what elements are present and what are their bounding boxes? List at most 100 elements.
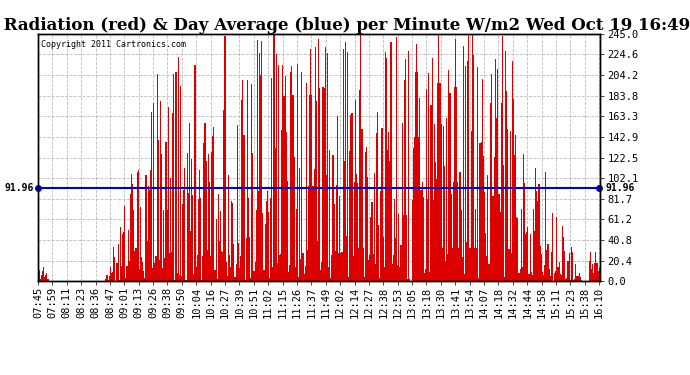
Bar <box>164 258 166 281</box>
Bar <box>175 72 177 281</box>
Bar <box>316 102 317 281</box>
Bar <box>518 273 520 281</box>
Bar <box>337 116 338 281</box>
Bar <box>424 273 425 281</box>
Bar <box>546 250 547 281</box>
Bar <box>121 266 122 281</box>
Bar <box>438 34 440 281</box>
Bar <box>411 200 413 281</box>
Bar <box>173 75 175 281</box>
Bar <box>541 254 542 281</box>
Bar <box>264 224 266 281</box>
Bar <box>429 272 431 281</box>
Bar <box>575 264 576 281</box>
Bar <box>325 47 326 281</box>
Bar <box>395 238 396 281</box>
Bar <box>160 101 161 281</box>
Bar <box>400 245 402 281</box>
Bar <box>465 66 466 281</box>
Bar <box>532 275 533 281</box>
Bar <box>182 204 184 281</box>
Bar <box>574 279 575 281</box>
Bar <box>307 250 308 281</box>
Bar <box>197 255 198 281</box>
Bar <box>189 123 190 281</box>
Bar <box>329 150 331 281</box>
Bar <box>241 100 242 281</box>
Bar <box>538 184 540 281</box>
Bar <box>284 76 286 281</box>
Bar <box>244 279 246 281</box>
Bar <box>251 84 253 281</box>
Bar <box>522 267 523 281</box>
Bar <box>141 258 142 281</box>
Bar <box>593 273 594 281</box>
Bar <box>131 174 132 281</box>
Bar <box>576 276 578 281</box>
Bar <box>41 274 42 281</box>
Bar <box>277 263 278 281</box>
Bar <box>354 182 355 281</box>
Bar <box>113 247 115 281</box>
Bar <box>217 279 218 281</box>
Bar <box>140 207 141 281</box>
Bar <box>580 277 581 281</box>
Bar <box>456 87 457 281</box>
Bar <box>291 66 293 281</box>
Bar <box>133 210 135 281</box>
Bar <box>378 225 380 281</box>
Bar <box>249 237 250 281</box>
Bar <box>110 267 111 281</box>
Bar <box>126 266 128 281</box>
Bar <box>324 87 325 281</box>
Bar <box>322 87 324 281</box>
Bar <box>385 52 386 281</box>
Bar <box>547 243 549 281</box>
Bar <box>598 271 599 281</box>
Bar <box>445 261 446 281</box>
Bar <box>511 253 512 281</box>
Bar <box>504 277 505 281</box>
Bar <box>306 84 307 281</box>
Bar <box>531 272 532 281</box>
Bar <box>297 64 298 281</box>
Bar <box>521 209 522 281</box>
Bar <box>238 243 239 281</box>
Bar <box>198 200 199 281</box>
Bar <box>491 74 492 281</box>
Bar <box>592 264 593 281</box>
Bar <box>543 275 544 281</box>
Bar <box>208 154 209 281</box>
Bar <box>326 176 327 281</box>
Bar <box>476 248 477 281</box>
Bar <box>129 261 130 281</box>
Bar <box>157 140 159 281</box>
Bar <box>331 255 333 281</box>
Bar <box>377 112 378 281</box>
Bar <box>496 118 497 281</box>
Bar <box>207 250 208 281</box>
Bar <box>464 273 465 281</box>
Bar <box>434 124 435 281</box>
Bar <box>483 156 484 281</box>
Bar <box>364 278 365 281</box>
Bar <box>512 61 513 281</box>
Bar <box>451 194 452 281</box>
Bar <box>345 42 346 281</box>
Bar <box>213 127 215 281</box>
Bar <box>123 232 124 281</box>
Bar <box>308 186 309 281</box>
Bar <box>215 219 217 281</box>
Bar <box>382 237 384 281</box>
Bar <box>556 217 558 281</box>
Bar <box>132 184 133 281</box>
Bar <box>405 59 406 281</box>
Bar <box>423 197 424 281</box>
Bar <box>396 37 397 281</box>
Bar <box>398 214 400 281</box>
Bar <box>279 255 280 281</box>
Bar <box>449 93 451 281</box>
Bar <box>375 264 376 281</box>
Bar <box>139 269 140 281</box>
Bar <box>305 266 306 281</box>
